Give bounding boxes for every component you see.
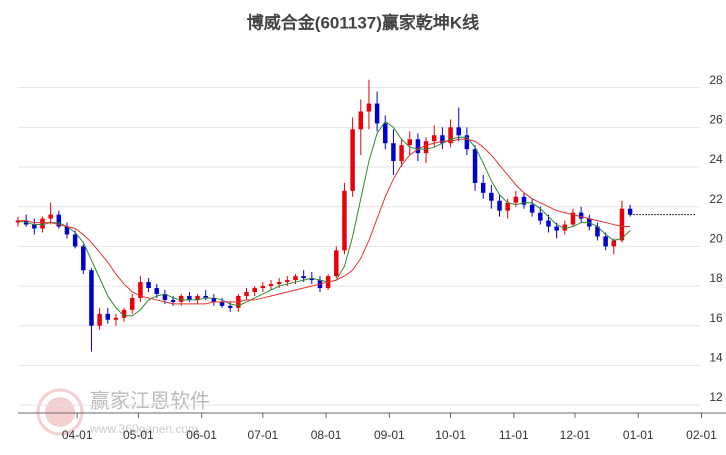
candle-body: [391, 143, 396, 162]
candle-body: [15, 220, 21, 223]
candle-body: [56, 214, 62, 227]
candle-body: [32, 224, 37, 229]
candle-body: [227, 305, 233, 308]
candle-body: [293, 276, 298, 281]
y-tick-label: 14: [709, 351, 723, 365]
x-tick-label: 01-01: [623, 428, 654, 442]
candle-body: [407, 139, 412, 146]
x-tick-label: 12-01: [560, 428, 591, 442]
candle-body: [366, 103, 372, 112]
x-tick-label: 09-01: [374, 428, 405, 442]
candle-body: [170, 299, 176, 302]
candle-body: [268, 284, 274, 287]
candle-body: [489, 192, 494, 201]
candle-body: [529, 204, 535, 213]
candle-body: [244, 291, 249, 296]
candle-body: [334, 250, 339, 277]
candle-body: [162, 293, 168, 300]
candle-body: [554, 226, 559, 231]
candle-body: [521, 196, 527, 205]
candle-body: [383, 123, 388, 144]
candle-body: [415, 139, 421, 154]
x-tick-label: 05-01: [123, 428, 154, 442]
candle-body: [64, 226, 70, 235]
candle-body: [611, 240, 617, 247]
candle-body: [423, 141, 429, 154]
candle-body: [350, 129, 355, 191]
y-tick-label: 22: [709, 192, 723, 206]
candle-body: [105, 313, 111, 320]
y-tick-label: 28: [709, 73, 723, 87]
candle-body: [538, 212, 543, 221]
y-tick-label: 26: [709, 113, 723, 127]
candle-body: [472, 149, 478, 183]
x-tick-label: 06-01: [186, 428, 217, 442]
candle-body: [619, 208, 625, 241]
candle-body: [121, 309, 127, 318]
candle-body: [138, 282, 143, 298]
candle-body: [440, 135, 445, 144]
x-tick-label: 10-01: [435, 428, 466, 442]
watermark-logo: [36, 388, 84, 436]
candle-body: [219, 301, 225, 306]
moving-average: [17, 120, 631, 317]
candle-body: [301, 276, 306, 279]
candle-body: [276, 282, 282, 285]
candle-body: [595, 226, 600, 237]
candle-body: [456, 127, 461, 136]
candle-body: [260, 286, 266, 289]
candle-body: [146, 282, 151, 289]
moving-average: [18, 138, 631, 305]
y-tick-label: 20: [709, 232, 723, 246]
candle-body: [89, 270, 94, 326]
candle-body: [203, 295, 208, 298]
candle-body: [309, 278, 315, 281]
watermark-url: www.360ganen.com: [89, 422, 198, 436]
candle-body: [578, 212, 584, 219]
y-tick-label: 18: [709, 271, 723, 285]
chart-title: 博威合金(601137)赢家乾坤K线: [247, 12, 479, 32]
candle-body: [497, 200, 502, 211]
candle-body: [570, 212, 576, 225]
candle-body: [48, 214, 53, 219]
candle-body: [627, 208, 633, 215]
candle-body: [130, 297, 135, 310]
y-tick-label: 16: [709, 311, 723, 325]
watermark-text: 赢家江恩软件: [90, 389, 210, 412]
candle-body: [252, 288, 257, 292]
candle-body: [546, 220, 551, 227]
candle-body: [505, 202, 510, 211]
candle-body: [72, 234, 78, 247]
candle-body: [178, 295, 184, 302]
candle-body: [480, 182, 486, 193]
candle-body: [513, 196, 519, 203]
candle-body: [448, 127, 453, 144]
x-tick-label: 07-01: [247, 428, 278, 442]
candle-body: [81, 246, 86, 271]
x-tick-label: 11-01: [499, 428, 529, 442]
y-tick-label: 24: [709, 152, 723, 166]
x-tick-label: 04-01: [62, 428, 93, 442]
candle-body: [154, 288, 159, 294]
candle-body: [603, 236, 608, 247]
candle-body: [211, 297, 217, 302]
x-tick-label: 02-01: [686, 428, 717, 442]
candle-body: [195, 295, 200, 300]
candle-body: [113, 317, 119, 320]
candle-body: [97, 313, 102, 326]
candle-body: [187, 295, 192, 300]
candle-body: [285, 280, 290, 283]
y-tick-label: 12: [709, 390, 723, 404]
candle-body: [342, 190, 347, 251]
candle-body: [40, 218, 45, 229]
candle-body: [399, 145, 404, 162]
candle-body: [358, 111, 364, 130]
candle-body: [562, 224, 568, 231]
x-tick-label: 08-01: [311, 428, 342, 442]
candle-body: [431, 135, 437, 142]
candle-body: [374, 103, 380, 124]
candle-body: [464, 135, 470, 150]
